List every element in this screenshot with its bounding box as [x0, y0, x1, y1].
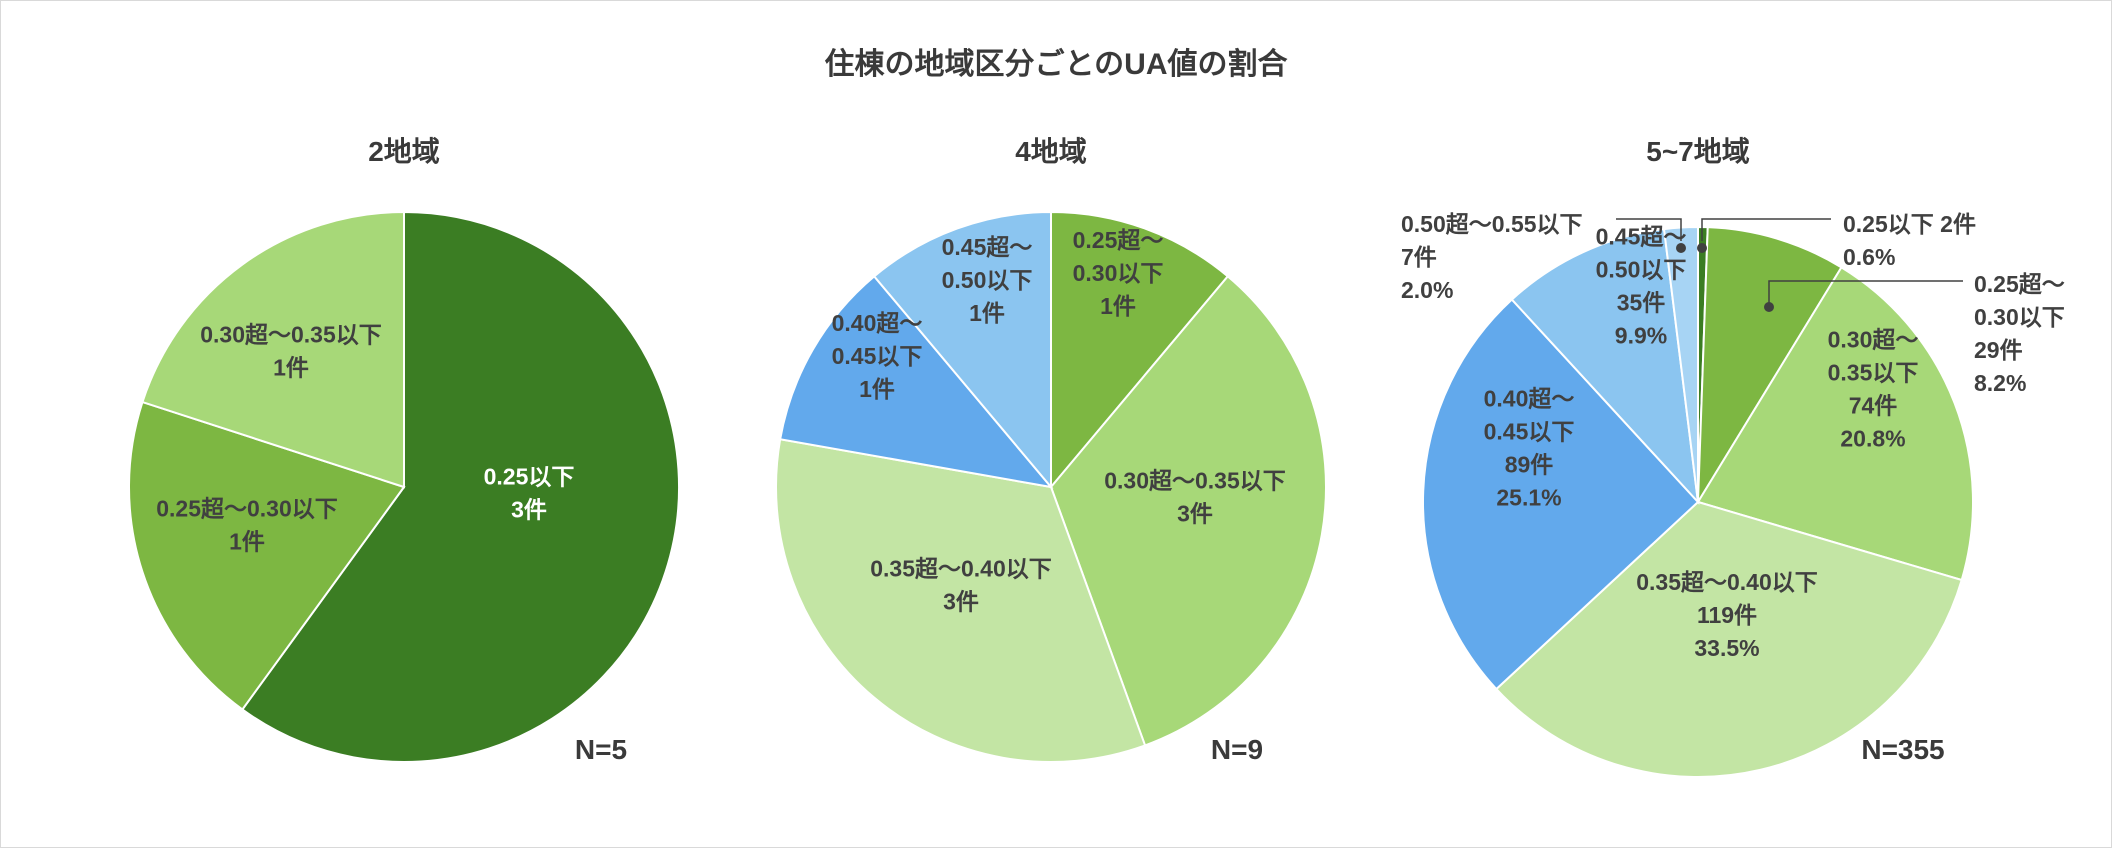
pie-title: 5~7地域 — [1646, 136, 1750, 167]
slice-label: 0.40超〜 0.45以下 89件 25.1% — [1484, 386, 1575, 511]
pie-title: 2地域 — [368, 136, 440, 167]
pie-chart-3: 0.25以下 2件 0.6%0.25超〜 0.30以下 29件 8.2% 0.30超〜 0.… — [1401, 136, 2065, 778]
slice-label: 0.30超〜 0.35以下 74件 20.8% — [1828, 327, 1919, 452]
leader-dot — [1764, 302, 1774, 312]
slice-label: 0.25以下 2件 0.6% — [1843, 211, 1976, 270]
pie-chart-1: 0.25以下 3件 0.25超〜0.30以下 1件 0.30超〜0.35以下 1件 2地域 N… — [128, 136, 680, 765]
pie-slice — [141, 210, 405, 489]
slice-label: 0.30超〜0.35以下 3件 — [1104, 468, 1286, 527]
chart-title: 住棟の地域区分ごとのUA値の割合 — [824, 48, 1288, 81]
pie-slice — [1049, 274, 1327, 747]
leader-dot — [1676, 243, 1686, 253]
slice-label: 0.35超〜0.40以下 3件 — [870, 556, 1052, 615]
pie-slice — [1696, 226, 1843, 506]
slice-label: 0.50超〜0.55以下 7件 2.0% — [1401, 211, 1583, 303]
pie-slice — [1696, 265, 1974, 582]
slice-label: 0.40超〜 0.45以下 1件 — [832, 310, 923, 402]
pie-slice — [872, 210, 1052, 490]
pie-slice — [128, 400, 406, 711]
pie-slice — [775, 438, 1147, 764]
slice-label: 0.25以下 3件 — [484, 464, 575, 523]
slice-label: 0.35超〜0.40以下 119件 33.5% — [1636, 569, 1818, 661]
pie-slice — [1494, 500, 1963, 778]
slice-label: 0.25超〜 0.30以下 29件 8.2% — [1974, 271, 2065, 396]
slice-label: 0.30超〜0.35以下 1件 — [200, 322, 382, 381]
slice-label: 0.45超〜 0.50以下 35件 9.9% — [1596, 224, 1687, 349]
pie-slice — [1050, 210, 1230, 490]
pie-chart-2: 0.25超〜 0.30以下 1件 0.30超〜0.35以下 3件 0.35超〜0.40以下… — [775, 136, 1327, 765]
sample-size-label: N=5 — [575, 734, 627, 765]
sample-size-label: N=355 — [1861, 734, 1944, 765]
pie-slice — [1510, 227, 1700, 505]
pie-slice — [240, 210, 680, 763]
slice-label: 0.45超〜 0.50以下 1件 — [942, 234, 1033, 326]
pie-title: 4地域 — [1015, 136, 1087, 167]
leader-line — [1616, 218, 1682, 241]
leader-line — [1701, 218, 1831, 241]
pie-slice — [779, 274, 1054, 489]
sample-size-label: N=9 — [1211, 734, 1263, 765]
pie-slice — [1422, 298, 1700, 691]
leader-dot — [1697, 243, 1707, 253]
leader-line — [1768, 280, 1963, 307]
